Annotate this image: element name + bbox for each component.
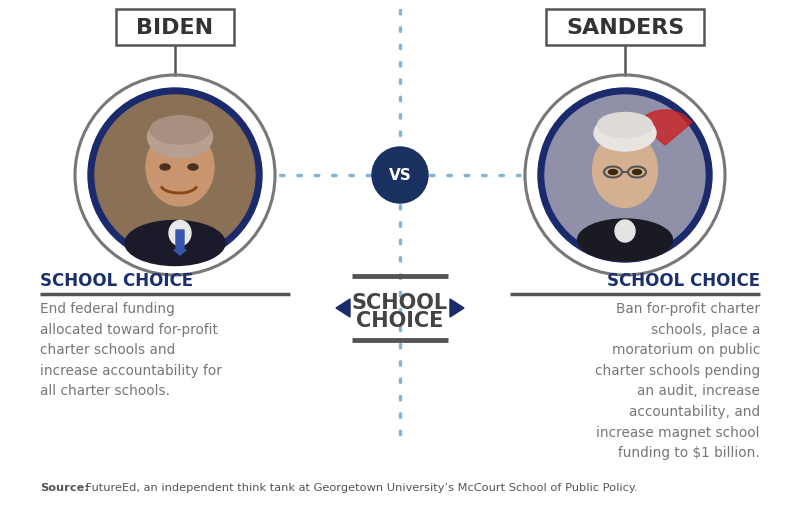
Ellipse shape: [147, 116, 213, 158]
Text: FutureEd, an independent think tank at Georgetown University’s McCourt School of: FutureEd, an independent think tank at G…: [82, 483, 638, 493]
Ellipse shape: [188, 164, 198, 170]
Text: End federal funding
allocated toward for-profit
charter schools and
increase acc: End federal funding allocated toward for…: [40, 302, 222, 399]
Ellipse shape: [146, 128, 214, 206]
FancyArrow shape: [336, 299, 350, 317]
FancyArrow shape: [174, 230, 186, 255]
Ellipse shape: [633, 169, 642, 175]
Ellipse shape: [160, 164, 170, 170]
Text: VS: VS: [389, 168, 411, 183]
FancyArrow shape: [450, 299, 464, 317]
Ellipse shape: [594, 115, 656, 151]
Ellipse shape: [125, 220, 225, 266]
Text: CHOICE: CHOICE: [356, 311, 444, 331]
Text: Ban for-profit charter
schools, place a
moratorium on public
charter schools pen: Ban for-profit charter schools, place a …: [595, 302, 760, 460]
Circle shape: [88, 88, 262, 262]
Circle shape: [95, 95, 255, 255]
Ellipse shape: [593, 132, 658, 208]
Text: BIDEN: BIDEN: [137, 18, 214, 38]
Circle shape: [538, 88, 712, 262]
Ellipse shape: [598, 112, 653, 138]
Wedge shape: [638, 110, 692, 145]
Ellipse shape: [578, 219, 673, 261]
Ellipse shape: [169, 220, 191, 246]
Circle shape: [372, 147, 428, 203]
Text: SANDERS: SANDERS: [566, 18, 684, 38]
Text: Source:: Source:: [40, 483, 89, 493]
Text: SCHOOL: SCHOOL: [352, 293, 448, 313]
Ellipse shape: [150, 116, 210, 144]
Circle shape: [72, 72, 278, 278]
Circle shape: [522, 72, 728, 278]
Circle shape: [545, 95, 705, 255]
Ellipse shape: [609, 169, 618, 175]
Ellipse shape: [615, 220, 635, 242]
Text: SCHOOL CHOICE: SCHOOL CHOICE: [40, 272, 193, 290]
FancyBboxPatch shape: [116, 9, 234, 45]
FancyBboxPatch shape: [546, 9, 704, 45]
Text: SCHOOL CHOICE: SCHOOL CHOICE: [607, 272, 760, 290]
